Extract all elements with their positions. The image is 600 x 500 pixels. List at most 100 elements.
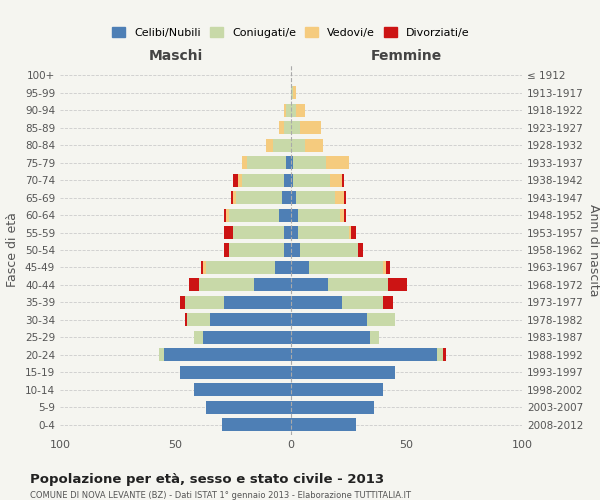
Bar (203, 330, 291, 344)
Bar (291, 314, 367, 326)
Bar (330, 174, 342, 186)
Bar (224, 244, 229, 256)
Bar (340, 208, 344, 222)
Bar (291, 174, 293, 186)
Bar (298, 208, 340, 222)
Bar (284, 122, 291, 134)
Legend: Celibi/Nubili, Coniugati/e, Vedovi/e, Divorziati/e: Celibi/Nubili, Coniugati/e, Vedovi/e, Di… (108, 22, 474, 42)
Bar (199, 278, 254, 291)
Bar (224, 208, 226, 222)
Y-axis label: Anni di nascita: Anni di nascita (587, 204, 600, 296)
Bar (280, 208, 291, 222)
Bar (344, 208, 346, 222)
Bar (206, 400, 291, 413)
Bar (296, 104, 305, 117)
Bar (293, 174, 330, 186)
Bar (282, 191, 291, 204)
Bar (300, 244, 358, 256)
Bar (358, 244, 362, 256)
Bar (280, 122, 284, 134)
Bar (180, 296, 185, 309)
Bar (229, 208, 280, 222)
Bar (291, 366, 395, 378)
Bar (210, 314, 291, 326)
Bar (194, 383, 291, 396)
Bar (242, 156, 247, 170)
Bar (291, 418, 356, 431)
Bar (386, 261, 391, 274)
Bar (194, 330, 203, 344)
Bar (388, 278, 407, 291)
Bar (291, 86, 293, 100)
Bar (187, 314, 210, 326)
Bar (185, 296, 224, 309)
Bar (335, 191, 344, 204)
Bar (224, 226, 233, 239)
Bar (437, 348, 443, 362)
Bar (284, 104, 286, 117)
Bar (180, 366, 291, 378)
Bar (291, 208, 298, 222)
Bar (443, 348, 446, 362)
Bar (291, 138, 305, 152)
Bar (351, 226, 356, 239)
Bar (291, 278, 328, 291)
Bar (293, 156, 326, 170)
Bar (298, 226, 349, 239)
Bar (296, 191, 335, 204)
Bar (293, 86, 296, 100)
Bar (233, 191, 236, 204)
Bar (275, 261, 291, 274)
Bar (291, 261, 310, 274)
Bar (233, 226, 284, 239)
Text: Popolazione per età, sesso e stato civile - 2013: Popolazione per età, sesso e stato civil… (30, 472, 384, 486)
Bar (160, 348, 164, 362)
Bar (229, 244, 284, 256)
Bar (367, 314, 395, 326)
Bar (266, 138, 272, 152)
Bar (238, 174, 242, 186)
Bar (284, 226, 291, 239)
Bar (291, 122, 300, 134)
Bar (383, 296, 392, 309)
Bar (342, 296, 383, 309)
Bar (300, 122, 321, 134)
Bar (291, 383, 383, 396)
Bar (233, 174, 238, 186)
Bar (291, 400, 374, 413)
Bar (236, 191, 282, 204)
Bar (342, 174, 344, 186)
Bar (224, 296, 291, 309)
Bar (291, 191, 296, 204)
Bar (370, 330, 379, 344)
Bar (201, 261, 203, 274)
Bar (272, 138, 291, 152)
Bar (203, 261, 206, 274)
Bar (286, 104, 291, 117)
Y-axis label: Fasce di età: Fasce di età (7, 212, 19, 288)
Bar (291, 244, 300, 256)
Bar (326, 156, 349, 170)
Bar (206, 261, 275, 274)
Text: COMUNE DI NOVA LEVANTE (BZ) - Dati ISTAT 1° gennaio 2013 - Elaborazione TUTTITAL: COMUNE DI NOVA LEVANTE (BZ) - Dati ISTAT… (30, 491, 411, 500)
Bar (286, 156, 291, 170)
Bar (291, 330, 370, 344)
Bar (291, 226, 298, 239)
Bar (222, 418, 291, 431)
Text: Femmine: Femmine (371, 50, 442, 64)
Bar (310, 261, 383, 274)
Bar (328, 278, 388, 291)
Bar (226, 208, 229, 222)
Bar (291, 348, 437, 362)
Bar (284, 174, 291, 186)
Bar (305, 138, 323, 152)
Bar (247, 156, 286, 170)
Bar (242, 174, 284, 186)
Bar (164, 348, 291, 362)
Bar (349, 226, 351, 239)
Text: Maschi: Maschi (148, 50, 203, 64)
Bar (291, 296, 342, 309)
Bar (254, 278, 291, 291)
Bar (291, 104, 296, 117)
Bar (383, 261, 386, 274)
